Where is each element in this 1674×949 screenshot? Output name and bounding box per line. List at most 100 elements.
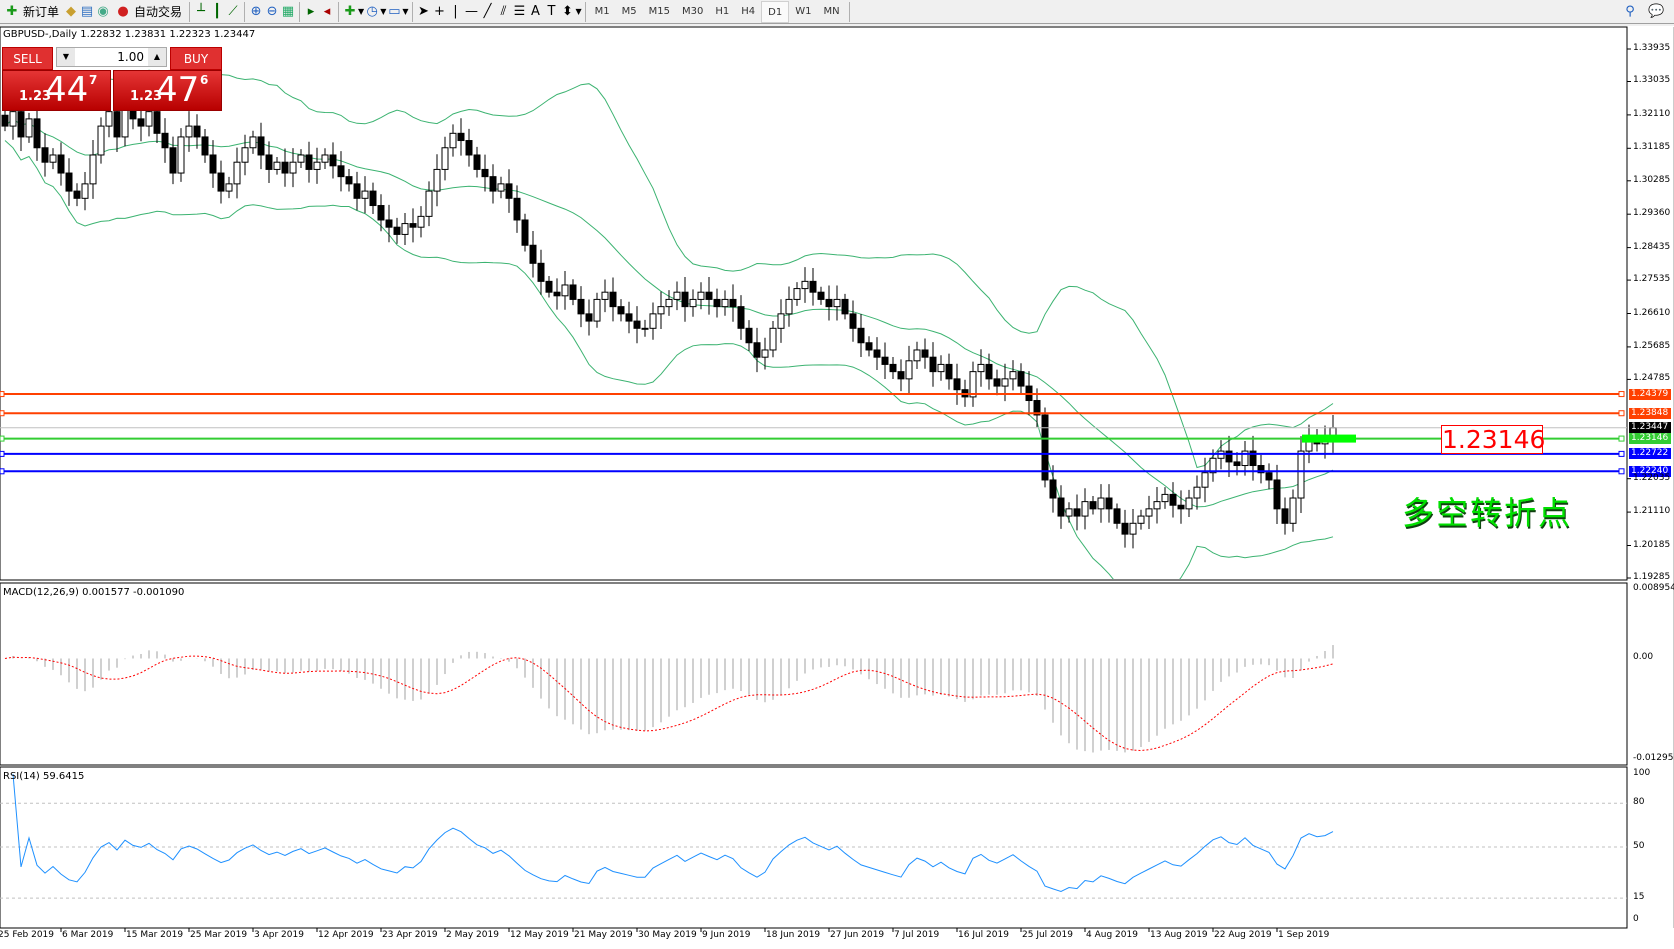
level-handle	[1618, 391, 1625, 398]
lot-size-stepper[interactable]: ▼ 1.00 ▲	[56, 47, 167, 67]
candle-body	[601, 291, 609, 300]
rsi-axis-label: 80	[1633, 797, 1645, 808]
candle-body	[1273, 479, 1281, 510]
candle-body	[33, 118, 41, 149]
fibonacci-icon[interactable]: ☰	[513, 3, 526, 19]
candle-body	[1017, 371, 1025, 387]
annotation-price-label[interactable]: 1.23146	[1441, 425, 1546, 454]
price-axis-label: 1.22035	[1633, 472, 1671, 483]
candle-body	[1041, 414, 1049, 481]
auto-scroll-icon[interactable]: ▸	[307, 3, 315, 19]
navigator-icon[interactable]: ▤	[80, 3, 94, 19]
one-click-trading-panel: SELL ▼ 1.00 ▲ BUY 1.23 44 7 1.23 47 6	[2, 47, 222, 111]
candle-body	[369, 190, 377, 207]
line-chart-icon[interactable]: ⟋	[228, 3, 238, 19]
candle-body	[809, 280, 817, 293]
price-axis-label: 1.29360	[1633, 208, 1671, 219]
price-axis-label: 1.26610	[1633, 307, 1671, 318]
timeframe-m1[interactable]: M1	[594, 5, 610, 17]
candle-body	[953, 378, 961, 391]
candle-body	[753, 342, 761, 358]
candle-body	[1057, 497, 1065, 517]
candle-body	[681, 291, 689, 308]
candle-body	[193, 125, 201, 138]
zoom-out-icon[interactable]: ⊖	[266, 3, 278, 19]
candle-body	[1169, 493, 1177, 506]
auto-trading-button[interactable]: ● 自动交易	[111, 1, 186, 23]
search-icon[interactable]: ⚲	[1625, 3, 1635, 19]
price-axis-label: 1.30285	[1633, 174, 1671, 185]
timeframe-h1[interactable]: H1	[715, 5, 730, 17]
candle-body	[641, 327, 649, 330]
timeframe-m30[interactable]: M30	[682, 5, 704, 17]
buy-button[interactable]: BUY	[170, 47, 222, 70]
candle-body	[1265, 472, 1273, 481]
timeframe-h4[interactable]: H4	[741, 5, 756, 17]
date-axis-label: 18 Jun 2019	[766, 930, 821, 940]
chat-icon[interactable]: 💬	[1648, 3, 1665, 19]
text-label-icon[interactable]: T	[547, 3, 556, 19]
trendline-icon[interactable]: ╱	[483, 3, 492, 19]
chevron-down-icon[interactable]: ▼	[575, 7, 582, 16]
candle-body	[425, 190, 433, 217]
price-axis-label: 1.32110	[1633, 108, 1671, 119]
candle-body	[313, 161, 321, 170]
new-order-button[interactable]: ✚ 新订单	[0, 1, 63, 23]
timeframe-m15[interactable]: M15	[648, 5, 671, 17]
tile-windows-icon[interactable]: ▦	[281, 3, 295, 19]
equidistant-channel-icon[interactable]: ⫽	[500, 3, 507, 19]
divider	[299, 1, 301, 22]
timeframe-m5[interactable]: M5	[621, 5, 637, 17]
buy-price[interactable]: 1.23 47 6	[113, 70, 222, 111]
timeframe-d1[interactable]: D1	[761, 0, 790, 23]
signals-icon[interactable]: ◉	[97, 3, 109, 19]
sell-price-fraction: 7	[89, 73, 98, 87]
candle-body	[97, 125, 105, 156]
candle-body	[993, 378, 1001, 387]
price-axis-label: 1.20185	[1633, 539, 1671, 550]
candlestick-icon[interactable]: ┃	[213, 3, 221, 19]
level-price-label: 1.22722	[1629, 448, 1671, 460]
price-axis-label: 1.19285	[1633, 572, 1671, 582]
candle-body	[377, 205, 385, 221]
horizontal-line-icon[interactable]: —	[465, 3, 478, 19]
candle-body	[865, 342, 873, 351]
rsi-label: RSI(14) 59.6415	[3, 771, 85, 782]
candle-body	[1281, 508, 1289, 524]
templates-icon[interactable]: ▭	[388, 3, 401, 19]
indicators-icon[interactable]: ✚	[344, 3, 356, 19]
timeframe-mn[interactable]: MN	[823, 5, 840, 17]
increase-lot-icon[interactable]: ▲	[148, 48, 166, 66]
bar-chart-icon[interactable]: ┴	[197, 3, 205, 19]
sell-price[interactable]: 1.23 44 7	[2, 70, 111, 111]
decrease-lot-icon[interactable]: ▼	[57, 48, 75, 66]
timeframe-w1[interactable]: W1	[795, 5, 812, 17]
candle-body	[1065, 508, 1073, 517]
periods-icon[interactable]: ◷	[366, 3, 378, 19]
chart-shift-icon[interactable]: ◂	[323, 3, 331, 19]
chevron-down-icon[interactable]: ▼	[402, 7, 409, 16]
cursor-icon[interactable]: ➤	[418, 3, 429, 19]
market-watch-icon[interactable]: ◆	[66, 3, 77, 19]
vertical-line-icon[interactable]: |	[453, 3, 458, 19]
candle-body	[345, 176, 353, 185]
chevron-down-icon[interactable]: ▼	[380, 7, 387, 16]
lot-size-input[interactable]: 1.00	[117, 50, 144, 64]
text-icon[interactable]: A	[531, 3, 540, 19]
chevron-down-icon[interactable]: ▼	[358, 7, 365, 16]
candle-body	[289, 161, 297, 174]
zoom-in-icon[interactable]: ⊕	[250, 3, 262, 19]
annotation-text[interactable]: 多空转折点	[1402, 494, 1573, 532]
candle-body	[537, 262, 545, 282]
sell-button[interactable]: SELL	[2, 47, 53, 70]
rsi-axis-label: 100	[1633, 768, 1651, 778]
candle-body	[465, 140, 473, 156]
date-axis-label: 12 May 2019	[510, 930, 569, 940]
candle-body	[153, 111, 161, 134]
candle-body	[1113, 508, 1121, 524]
chart-window[interactable]	[0, 26, 1674, 949]
candle-body	[841, 298, 849, 315]
crosshair-icon[interactable]: +	[434, 3, 445, 19]
arrows-icon[interactable]: ⬍	[562, 3, 573, 19]
